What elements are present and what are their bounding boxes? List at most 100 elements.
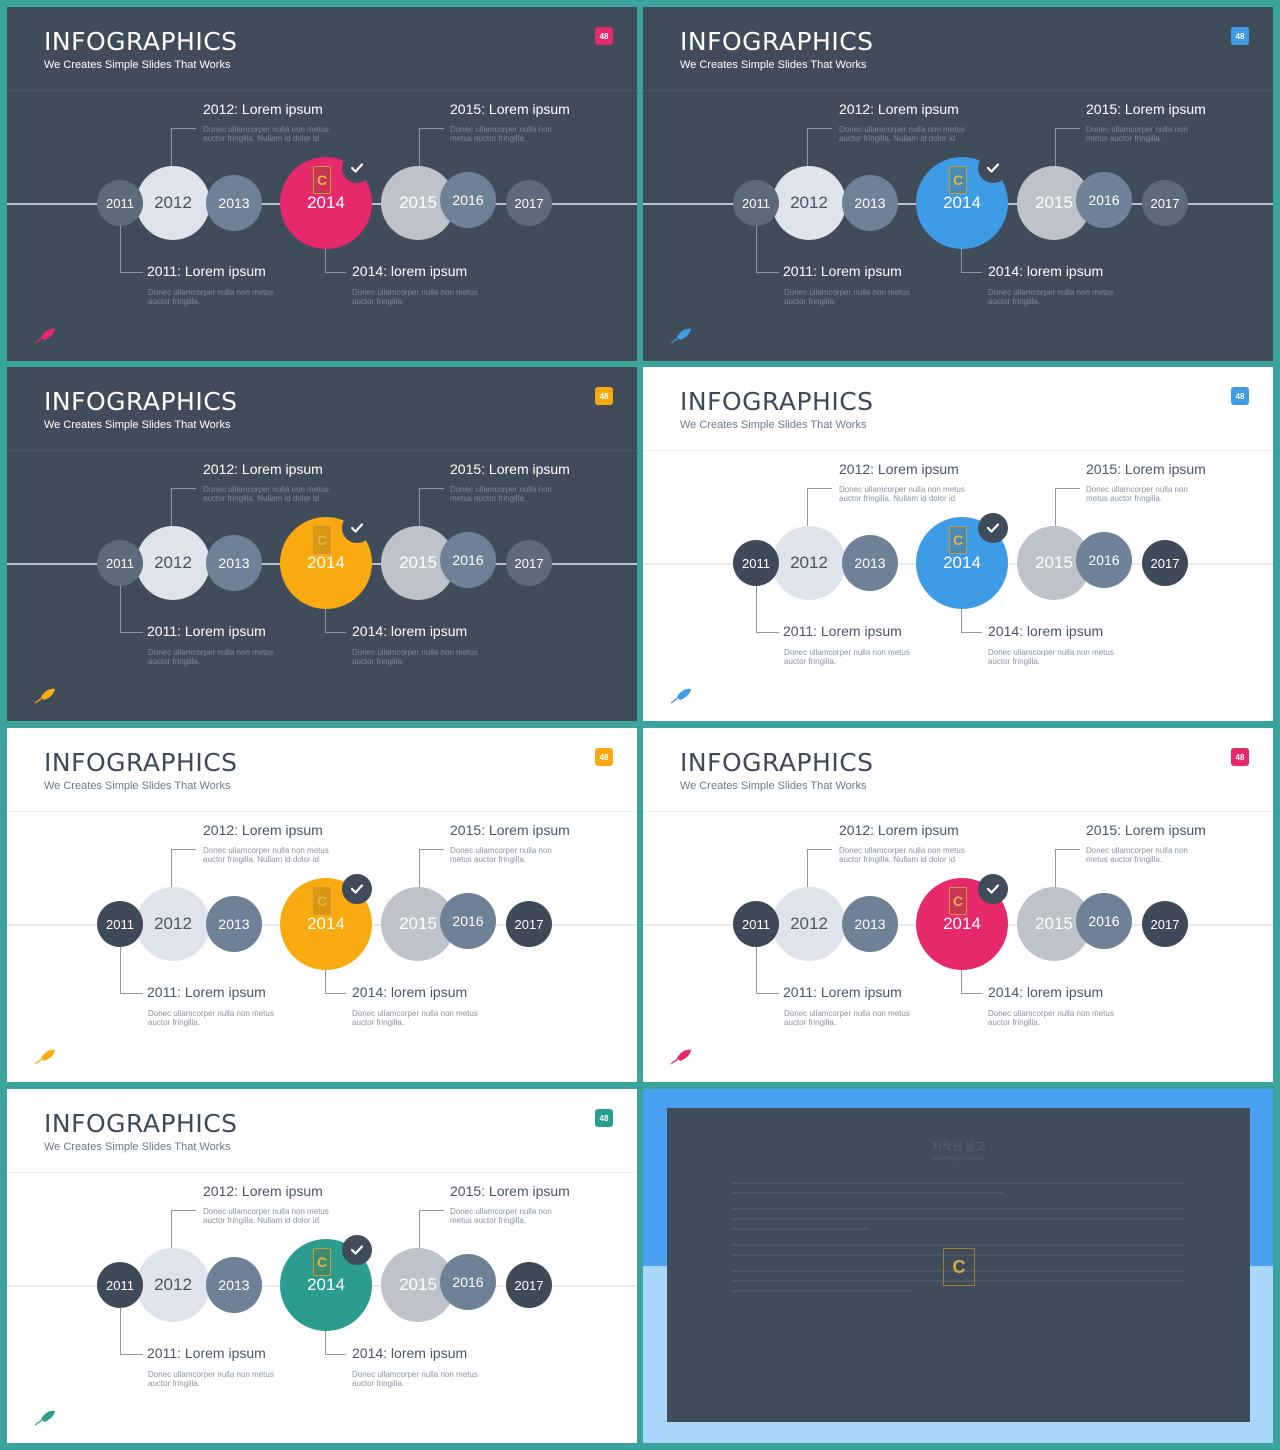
year-circle-2016: 2016 <box>440 893 496 949</box>
milestone-label-2014: 2014: lorem ipsum <box>988 263 1104 279</box>
infographic-slide: INFOGRAPHICS We Creates Simple Slides Th… <box>7 728 637 1082</box>
milestone-desc-2011: Donec ullamcorper nulla non metus auctor… <box>148 1009 274 1027</box>
year-circle-2017: 2017 <box>506 180 552 226</box>
year-circle-2012: 2012 <box>136 1248 210 1322</box>
milestone-label-2014: 2014: lorem ipsum <box>352 984 468 1000</box>
copyright-text-block <box>732 1182 1184 1300</box>
year-circle-2013: 2013 <box>842 175 898 231</box>
year-circle-2013: 2013 <box>206 535 262 591</box>
connector-2012 <box>171 128 196 167</box>
milestone-label-2014: 2014: lorem ipsum <box>352 1345 468 1361</box>
check-icon <box>342 874 372 904</box>
page-number-badge: 48 <box>595 748 613 766</box>
connector-2012 <box>171 1210 196 1249</box>
slide-subtitle: We Creates Simple Slides That Works <box>44 780 231 792</box>
milestone-label-2014: 2014: lorem ipsum <box>352 263 468 279</box>
milestone-desc-2015: Donec ullamcorper nulla non metus auctor… <box>450 1207 552 1225</box>
year-circle-2015: 2015 <box>381 526 455 600</box>
milestone-desc-2014: Donec ullamcorper nulla non metus auctor… <box>988 648 1114 666</box>
year-circle-2016: 2016 <box>440 172 496 228</box>
year-circle-2011: 2011 <box>733 180 779 226</box>
year-circle-2013: 2013 <box>206 896 262 952</box>
milestone-desc-2012: Donec ullamcorper nulla non metus auctor… <box>839 125 965 143</box>
year-circle-2011: 2011 <box>733 540 779 586</box>
connector-2011 <box>756 586 779 633</box>
year-circle-2017: 2017 <box>506 1262 552 1308</box>
page-number-badge: 48 <box>1231 387 1249 405</box>
header-divider <box>7 1172 637 1173</box>
milestone-desc-2014: Donec ullamcorper nulla non metus auctor… <box>988 288 1114 306</box>
check-icon <box>342 1235 372 1265</box>
year-circle-2015: 2015 <box>1017 526 1091 600</box>
connector-2011 <box>120 947 143 994</box>
header-divider <box>643 450 1273 451</box>
page-number-badge: 48 <box>1231 27 1249 45</box>
infographic-slide: INFOGRAPHICS We Creates Simple Slides Th… <box>643 7 1273 361</box>
year-circle-2013: 2013 <box>206 1257 262 1313</box>
infographic-slide: INFOGRAPHICS We Creates Simple Slides Th… <box>643 367 1273 721</box>
contents-logo-icon: C <box>949 887 967 915</box>
slide-subtitle: We Creates Simple Slides That Works <box>44 1141 231 1153</box>
milestone-label-2015: 2015: Lorem ipsum <box>450 101 570 117</box>
copyright-title: 저작권 공고 <box>931 1141 986 1153</box>
milestone-label-2014: 2014: lorem ipsum <box>988 623 1104 639</box>
slide-title: INFOGRAPHICS <box>680 387 874 416</box>
milestone-desc-2011: Donec ullamcorper nulla non metus auctor… <box>148 288 274 306</box>
year-circle-2016: 2016 <box>440 532 496 588</box>
year-circle-2012: 2012 <box>136 166 210 240</box>
connector-2011 <box>120 226 143 273</box>
milestone-desc-2011: Donec ullamcorper nulla non metus auctor… <box>148 1370 274 1388</box>
year-circle-2012: 2012 <box>772 166 846 240</box>
milestone-desc-2014: Donec ullamcorper nulla non metus auctor… <box>352 1009 478 1027</box>
connector-2014 <box>325 249 346 273</box>
milestone-desc-2015: Donec ullamcorper nulla non metus auctor… <box>1086 125 1188 143</box>
milestone-label-2014: 2014: lorem ipsum <box>352 623 468 639</box>
copyright-subtitle: Copyright Notice <box>932 1155 985 1162</box>
slide-title: INFOGRAPHICS <box>44 387 238 416</box>
connector-2012 <box>807 128 832 167</box>
year-circle-2011: 2011 <box>97 901 143 947</box>
year-circle-2016: 2016 <box>1076 172 1132 228</box>
milestone-desc-2011: Donec ullamcorper nulla non metus auctor… <box>784 648 910 666</box>
milestone-label-2015: 2015: Lorem ipsum <box>1086 101 1206 117</box>
slide-subtitle: We Creates Simple Slides That Works <box>44 419 231 431</box>
year-circle-2013: 2013 <box>206 175 262 231</box>
milestone-desc-2011: Donec ullamcorper nulla non metus auctor… <box>784 288 910 306</box>
milestone-label-2015: 2015: Lorem ipsum <box>450 461 570 477</box>
milestone-label-2012: 2012: Lorem ipsum <box>839 822 959 838</box>
connector-2012 <box>171 488 196 527</box>
page-number-badge: 48 <box>595 1109 613 1127</box>
rocket-icon <box>33 325 59 345</box>
milestone-label-2011: 2011: Lorem ipsum <box>147 984 266 1000</box>
infographic-slide: INFOGRAPHICS We Creates Simple Slides Th… <box>7 1089 637 1443</box>
slide-title: INFOGRAPHICS <box>680 748 874 777</box>
connector-2015 <box>419 488 444 527</box>
milestone-label-2015: 2015: Lorem ipsum <box>450 822 570 838</box>
header-divider <box>643 90 1273 91</box>
year-circle-2015: 2015 <box>381 887 455 961</box>
milestone-desc-2011: Donec ullamcorper nulla non metus auctor… <box>784 1009 910 1027</box>
milestone-label-2011: 2011: Lorem ipsum <box>147 623 266 639</box>
year-circle-2017: 2017 <box>1142 540 1188 586</box>
milestone-label-2011: 2011: Lorem ipsum <box>783 984 902 1000</box>
milestone-label-2012: 2012: Lorem ipsum <box>203 461 323 477</box>
slide-subtitle: We Creates Simple Slides That Works <box>680 419 867 431</box>
year-circle-2013: 2013 <box>842 896 898 952</box>
milestone-label-2012: 2012: Lorem ipsum <box>203 101 323 117</box>
milestone-desc-2014: Donec ullamcorper nulla non metus auctor… <box>352 288 478 306</box>
page-number-badge: 48 <box>595 387 613 405</box>
year-circle-2016: 2016 <box>440 1254 496 1310</box>
year-circle-2013: 2013 <box>842 535 898 591</box>
check-icon <box>978 513 1008 543</box>
milestone-label-2014: 2014: lorem ipsum <box>988 984 1104 1000</box>
milestone-desc-2011: Donec ullamcorper nulla non metus auctor… <box>148 648 274 666</box>
contents-logo-icon: C <box>313 166 331 194</box>
connector-2015 <box>1055 849 1080 888</box>
year-circle-2017: 2017 <box>506 901 552 947</box>
milestone-desc-2014: Donec ullamcorper nulla non metus auctor… <box>352 648 478 666</box>
year-circle-2015: 2015 <box>381 166 455 240</box>
year-circle-2012: 2012 <box>136 526 210 600</box>
connector-2012 <box>807 488 832 527</box>
year-circle-2017: 2017 <box>506 540 552 586</box>
milestone-label-2012: 2012: Lorem ipsum <box>203 1183 323 1199</box>
